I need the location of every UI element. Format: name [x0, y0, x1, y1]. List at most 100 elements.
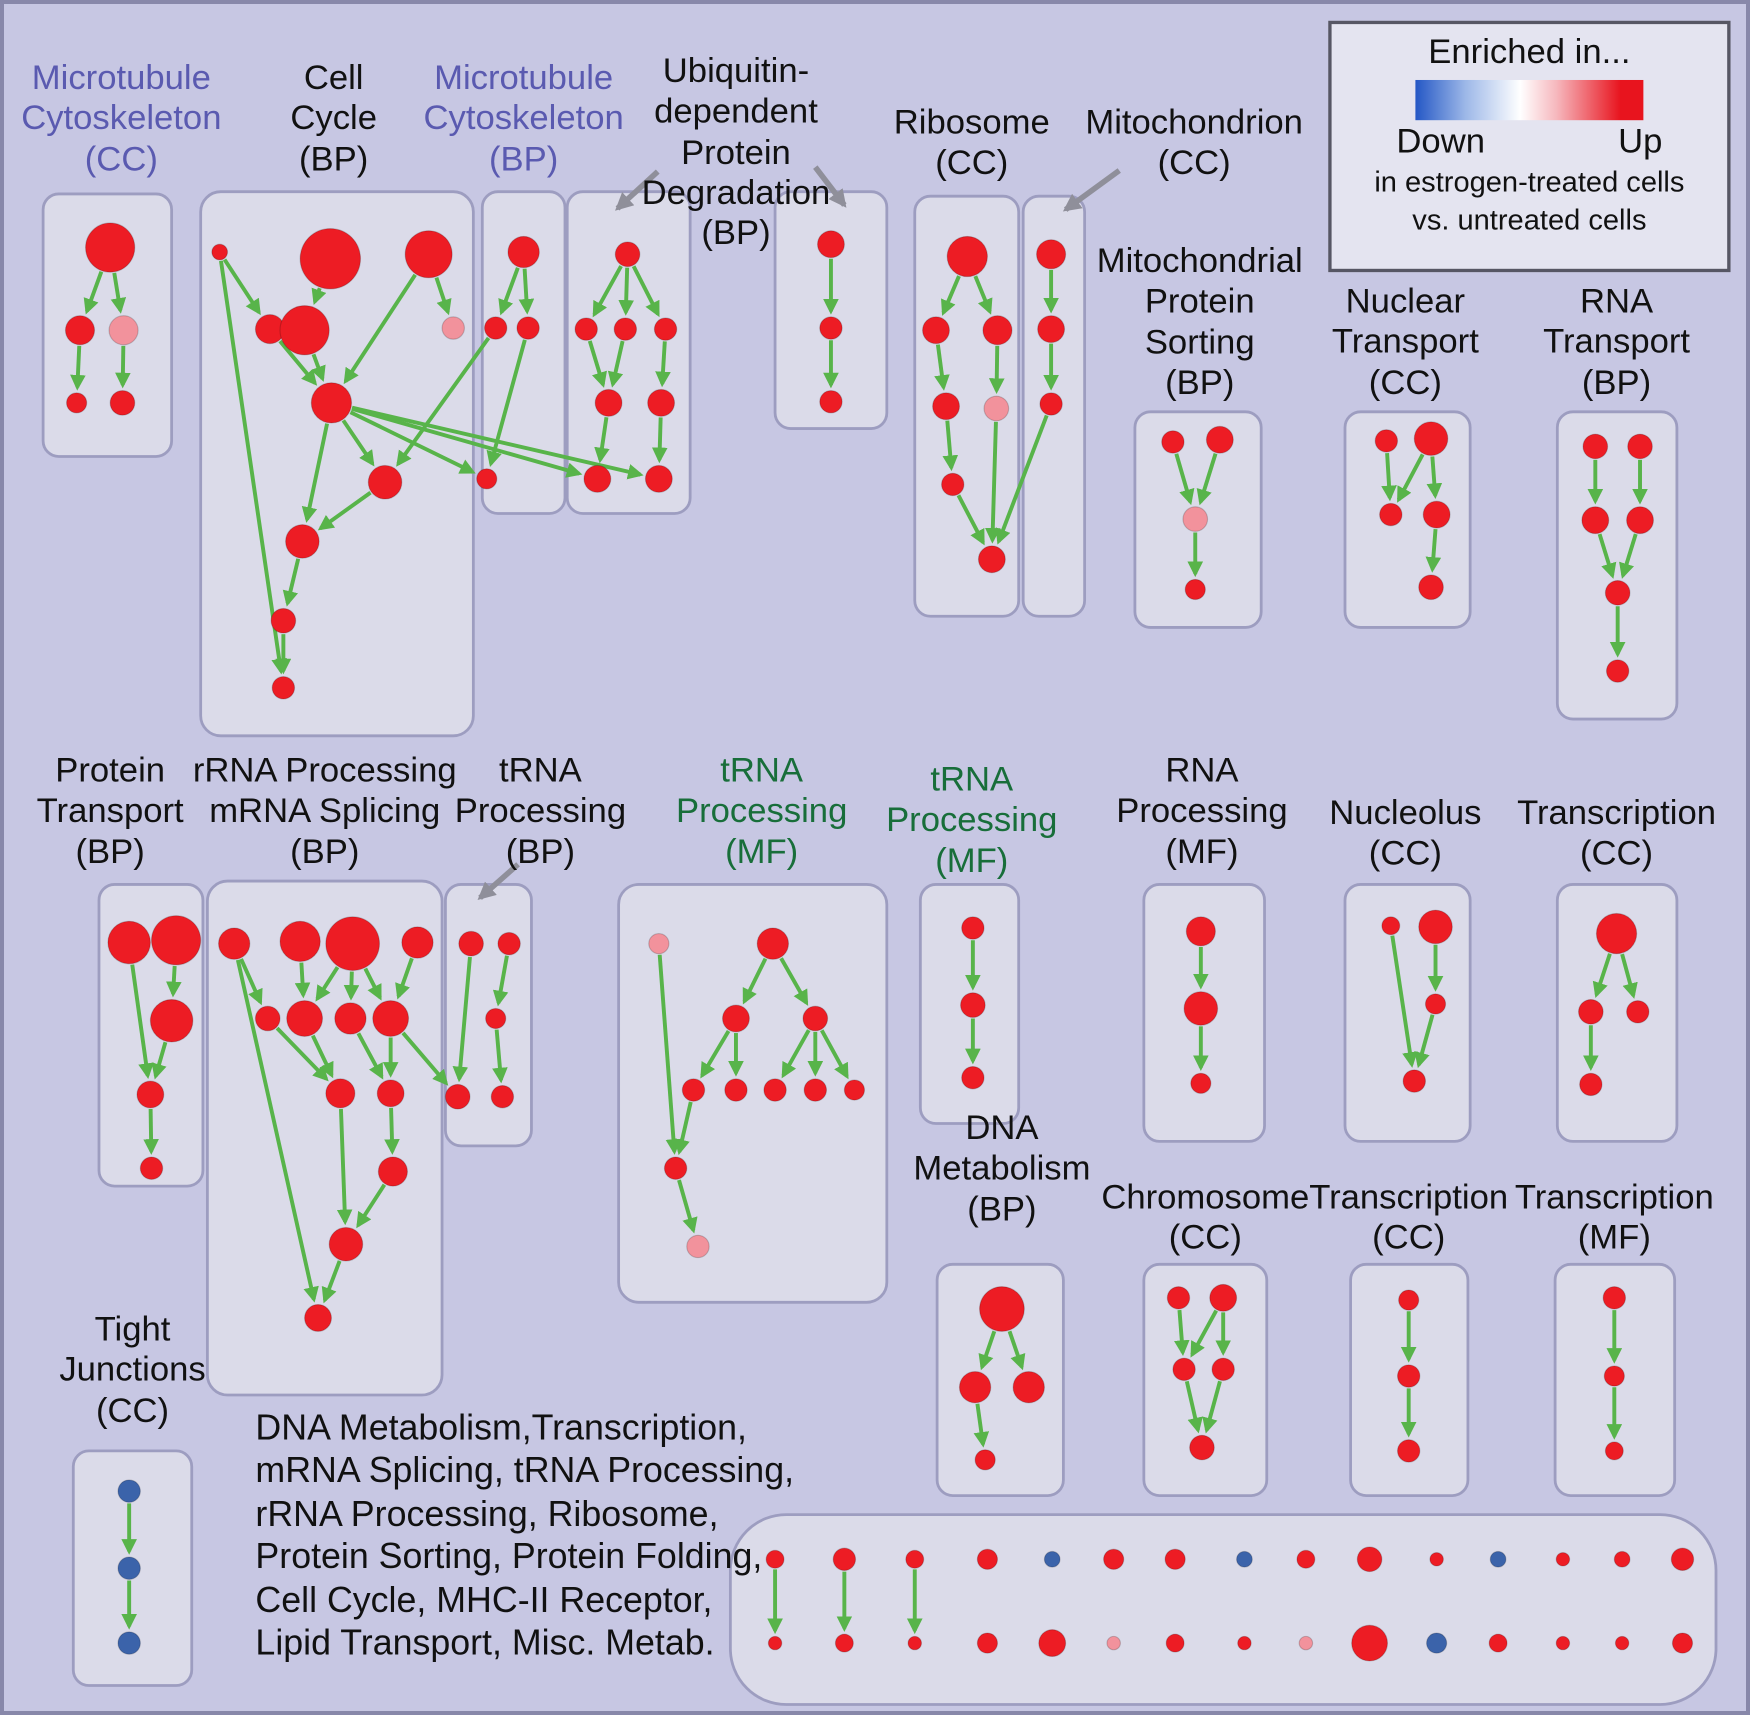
go-term-node [150, 915, 202, 966]
go-term-node [614, 241, 641, 268]
go-term-node [404, 230, 453, 279]
cluster-box [935, 1262, 1065, 1497]
edge-arrow [492, 955, 509, 1007]
go-term-node [946, 235, 988, 278]
edge-arrow [677, 1179, 698, 1234]
go-term-node [983, 395, 1010, 422]
edge-arrow [651, 417, 668, 464]
edge-arrow [315, 966, 340, 1002]
edge-arrow [1184, 1380, 1203, 1434]
edge-arrow [115, 345, 131, 389]
go-term-node [254, 1005, 281, 1032]
edge-arrow [988, 345, 1005, 394]
label-trna-processing-mf-2: tRNA Processing (MF) [886, 759, 1058, 880]
edge-arrow [395, 957, 414, 1000]
go-term-node [107, 920, 151, 965]
edge-arrow [956, 494, 985, 546]
go-term-node [1351, 1624, 1389, 1662]
go-term-node [139, 1156, 164, 1180]
go-term-node [1581, 506, 1610, 535]
edge-arrow [1425, 528, 1442, 573]
edge-arrow [1592, 953, 1612, 999]
label-trna-processing-bp: tRNA Processing (BP) [454, 750, 627, 871]
edge-arrow [1007, 1330, 1026, 1371]
go-term-node [1614, 1635, 1630, 1651]
edge-arrow [384, 1107, 400, 1155]
edge-arrow [317, 491, 372, 531]
go-term-node [1381, 916, 1401, 936]
label-transcription-mf: Transcription (MF) [1514, 1177, 1714, 1257]
edge-arrow [1174, 453, 1195, 506]
go-term-node [1161, 430, 1185, 454]
edge-arrow [219, 260, 287, 675]
go-term-node [819, 390, 843, 414]
edge-arrow [492, 1029, 508, 1084]
edge-arrow [934, 344, 950, 391]
go-term-node [490, 1084, 515, 1109]
go-term-node [832, 1547, 857, 1572]
go-term-node [1604, 579, 1631, 606]
edge-arrow [294, 962, 311, 999]
go-term-node [976, 1548, 999, 1570]
go-term-node [1190, 1072, 1212, 1094]
go-term-node [834, 1633, 854, 1653]
go-term-node [1166, 1286, 1191, 1310]
edge-arrow [401, 1031, 449, 1086]
edge-arrow [434, 276, 452, 316]
edge-arrow [83, 271, 104, 315]
go-term-node [756, 927, 790, 960]
edge-arrow [1396, 453, 1425, 503]
go-term-node [376, 1079, 405, 1108]
go-term-node [1298, 1635, 1314, 1651]
cluster-box [1142, 1262, 1269, 1497]
label-protein-transport: Protein Transport (BP) [36, 750, 184, 871]
go-term-node [1422, 500, 1451, 529]
go-term-node [310, 382, 353, 424]
label-chromosome: Chromosome (CC) [1101, 1177, 1310, 1257]
go-term-node [1012, 1371, 1045, 1404]
edge-arrow [942, 420, 959, 472]
go-term-node [299, 228, 362, 290]
label-microtubule-cytoskeleton-bp: Microtubule Cytoskeleton (BP) [423, 57, 624, 178]
edge-arrow [973, 275, 993, 315]
go-term-node [1626, 1000, 1650, 1024]
edge-arrow [700, 1029, 731, 1079]
edge-arrow [978, 1330, 997, 1371]
edge-arrow [518, 268, 535, 315]
go-term-node [583, 464, 612, 493]
edge-arrow [1414, 1014, 1435, 1069]
go-term-node [1488, 1633, 1508, 1653]
edge-arrow [607, 340, 625, 388]
go-term-node [1429, 1552, 1444, 1567]
cluster-box [1555, 410, 1679, 721]
edge-arrow [301, 423, 329, 523]
edge-arrow [452, 956, 472, 1083]
edge-arrow [973, 1403, 990, 1448]
edge-arrow [1190, 1309, 1218, 1358]
label-ribosome: Ribosome (CC) [893, 102, 1050, 182]
go-term-node [1379, 502, 1403, 527]
edge-arrow [1620, 953, 1638, 999]
go-term-node [285, 524, 320, 559]
go-term-node [803, 1078, 828, 1102]
go-term-node [1582, 433, 1609, 460]
cluster-box [41, 192, 174, 458]
go-term-node [1670, 1547, 1695, 1572]
go-term-node [117, 1556, 141, 1580]
edge-arrow [587, 340, 607, 388]
go-term-node [1605, 659, 1630, 683]
edge-arrow [165, 965, 182, 998]
edge-arrow [1174, 1309, 1190, 1356]
go-term-node [85, 222, 136, 273]
go-term-node [1103, 1548, 1125, 1570]
go-term-node [1182, 506, 1209, 532]
edge-arrow [363, 967, 382, 1001]
annotation-arrow [1062, 168, 1121, 212]
go-term-node [1602, 1286, 1627, 1310]
go-term-node [1603, 1365, 1625, 1387]
edge-arrow [222, 258, 261, 316]
go-term-node [843, 1079, 866, 1101]
go-term-node [976, 1632, 999, 1654]
go-term-node [1043, 1550, 1061, 1568]
go-term-node [483, 316, 508, 340]
